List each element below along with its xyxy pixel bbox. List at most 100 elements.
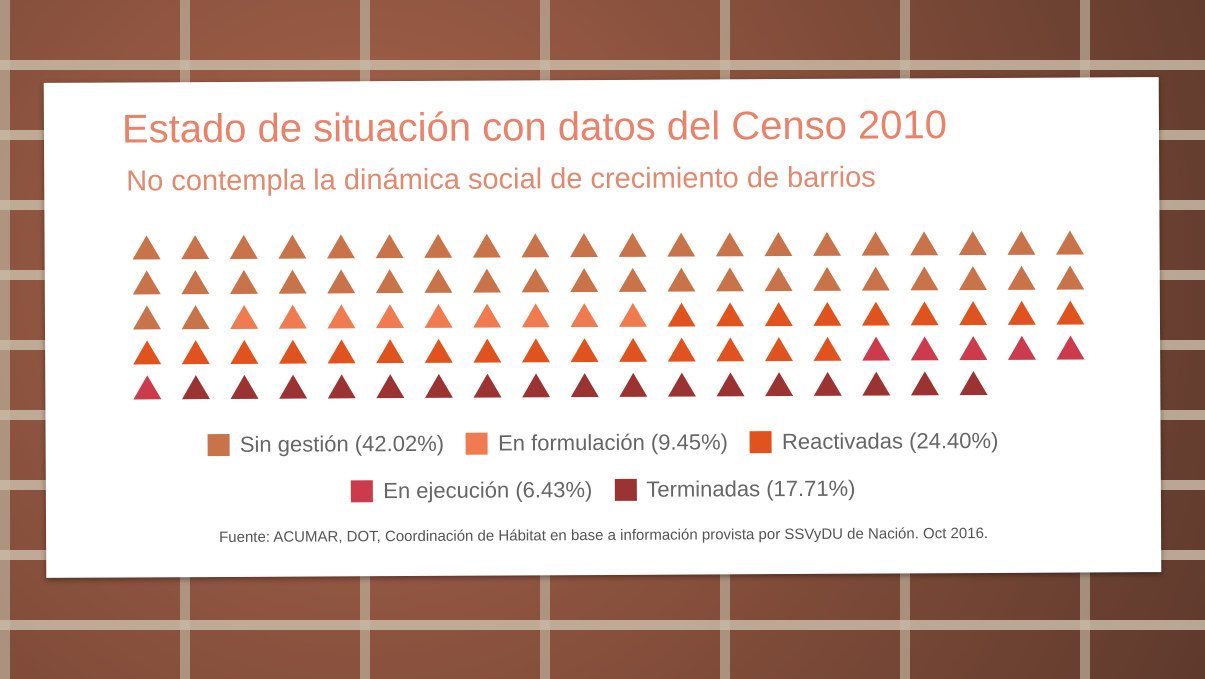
pictogram-triangle bbox=[668, 338, 696, 362]
legend-label: En formulación (9.45%) bbox=[498, 429, 728, 456]
pictogram-triangle bbox=[571, 373, 599, 397]
pictogram-triangle bbox=[813, 267, 841, 291]
pictogram-triangle bbox=[765, 337, 793, 361]
legend-swatch bbox=[208, 434, 230, 456]
legend-item: Sin gestión (42.02%) bbox=[208, 431, 444, 458]
pictogram-triangle bbox=[813, 302, 841, 326]
pictogram-triangle bbox=[862, 336, 890, 360]
pictogram-triangle bbox=[716, 337, 744, 361]
pictogram-triangle bbox=[1056, 265, 1084, 289]
pictogram-triangle bbox=[1008, 301, 1036, 325]
pictogram-triangle bbox=[473, 234, 501, 258]
pictogram-triangle bbox=[862, 301, 890, 325]
pictogram-triangle bbox=[522, 338, 550, 362]
pictogram-triangle bbox=[862, 231, 890, 255]
pictogram-triangle bbox=[473, 269, 501, 293]
pictogram-triangle bbox=[230, 270, 258, 294]
pictogram-triangle bbox=[716, 267, 744, 291]
pictogram-triangle bbox=[716, 372, 744, 396]
pictogram-triangle bbox=[1056, 300, 1084, 324]
pictogram-triangle bbox=[181, 305, 209, 329]
card: Estado de situación con datos del Censo … bbox=[44, 77, 1162, 578]
pictogram-triangle bbox=[521, 233, 549, 257]
pictogram-triangle bbox=[619, 233, 647, 257]
pictogram-triangle bbox=[521, 268, 549, 292]
pictogram-triangle bbox=[1056, 230, 1084, 254]
pictogram-triangle bbox=[910, 231, 938, 255]
legend-swatch bbox=[750, 431, 772, 453]
pictogram-triangle bbox=[570, 233, 598, 257]
pictogram-triangle bbox=[376, 374, 404, 398]
pictogram-triangle bbox=[619, 268, 647, 292]
pictogram-triangle bbox=[425, 374, 453, 398]
pictogram-triangle bbox=[570, 268, 598, 292]
chart-subtitle: No contempla la dinámica social de creci… bbox=[126, 162, 876, 198]
pictogram-triangle bbox=[376, 339, 404, 363]
pictogram-triangle bbox=[182, 375, 210, 399]
pictogram-triangle bbox=[959, 301, 987, 325]
legend-label: Sin gestión (42.02%) bbox=[240, 431, 444, 458]
pictogram-triangle bbox=[376, 234, 404, 258]
pictogram-triangle bbox=[473, 374, 501, 398]
pictogram-triangle bbox=[813, 232, 841, 256]
pictogram-triangle bbox=[619, 303, 647, 327]
legend-label: Reactivadas (24.40%) bbox=[782, 428, 999, 455]
legend-swatch bbox=[351, 480, 373, 502]
pictogram-triangle bbox=[182, 340, 210, 364]
pictogram-triangle bbox=[328, 374, 356, 398]
pictogram-triangle bbox=[668, 373, 696, 397]
pictogram-triangle bbox=[425, 339, 453, 363]
legend-swatch bbox=[614, 479, 636, 501]
pictogram-triangle bbox=[424, 234, 452, 258]
pictogram-triangle bbox=[376, 304, 404, 328]
legend-item: Terminadas (17.71%) bbox=[614, 476, 855, 503]
legend-swatch bbox=[466, 433, 488, 455]
pictogram-triangle bbox=[424, 269, 452, 293]
pictogram-triangle bbox=[230, 235, 258, 259]
pictogram-triangle bbox=[959, 371, 987, 395]
pictogram-triangle bbox=[813, 337, 841, 361]
pictogram-triangle bbox=[327, 304, 355, 328]
pictogram-triangle bbox=[765, 372, 793, 396]
legend-item: En formulación (9.45%) bbox=[466, 429, 728, 456]
pictogram-triangle bbox=[619, 373, 647, 397]
pictogram-triangle bbox=[278, 270, 306, 294]
pictogram-triangle bbox=[910, 301, 938, 325]
pictogram-triangle bbox=[667, 268, 695, 292]
pictogram-triangle bbox=[1056, 335, 1084, 359]
pictogram-triangle bbox=[133, 235, 161, 259]
pictogram-triangle bbox=[814, 372, 842, 396]
background: Estado de situación con datos del Censo … bbox=[0, 0, 1205, 679]
pictogram-triangle bbox=[424, 304, 452, 328]
legend-item: Reactivadas (24.40%) bbox=[750, 428, 999, 455]
pictogram-triangle bbox=[133, 270, 161, 294]
pictogram-triangle bbox=[279, 375, 307, 399]
pictogram-triangle bbox=[911, 336, 939, 360]
pictogram-triangle bbox=[473, 304, 501, 328]
pictogram-triangle bbox=[230, 375, 258, 399]
pictogram-triangle bbox=[1007, 231, 1035, 255]
pictogram-triangle bbox=[230, 305, 258, 329]
pictogram-triangle bbox=[133, 340, 161, 364]
pictogram-triangle bbox=[716, 302, 744, 326]
pictogram-triangle bbox=[230, 340, 258, 364]
pictogram-triangle bbox=[911, 371, 939, 395]
pictogram-triangle bbox=[910, 266, 938, 290]
pictogram-triangle bbox=[279, 340, 307, 364]
legend-item: En ejecución (6.43%) bbox=[351, 477, 592, 504]
pictogram-triangle bbox=[327, 269, 355, 293]
pictogram-triangle bbox=[279, 305, 307, 329]
legend-label: Terminadas (17.71%) bbox=[646, 476, 855, 503]
pictogram-triangle bbox=[1007, 266, 1035, 290]
pictogram-triangle bbox=[1008, 336, 1036, 360]
pictogram-triangle bbox=[376, 269, 404, 293]
pictogram-triangle bbox=[473, 339, 501, 363]
pictogram-triangle bbox=[327, 339, 355, 363]
pictogram-triangle bbox=[959, 231, 987, 255]
pictogram-triangle bbox=[570, 338, 598, 362]
pictogram-triangle bbox=[765, 302, 793, 326]
pictogram-triangle bbox=[570, 303, 598, 327]
pictogram-triangle bbox=[667, 233, 695, 257]
pictogram-triangle bbox=[862, 266, 890, 290]
chart-title: Estado de situación con datos del Censo … bbox=[122, 103, 947, 151]
